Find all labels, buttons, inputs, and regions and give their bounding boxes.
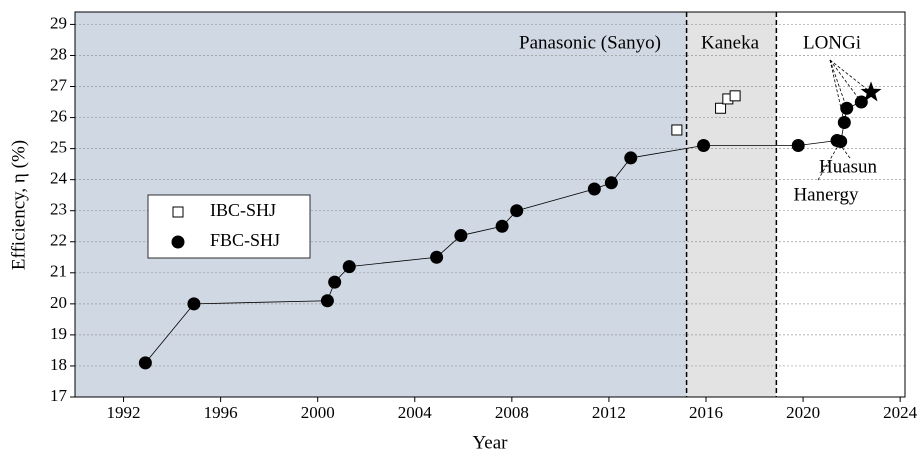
leader-line: [829, 59, 872, 93]
leader-line: [829, 59, 848, 109]
region-label: LONGi: [803, 32, 861, 53]
star-marker: [860, 81, 882, 102]
y-tick-label: 20: [50, 293, 67, 312]
marker: [320, 294, 334, 308]
plot-frame: [74, 11, 906, 398]
marker: [138, 356, 152, 370]
y-tick-label: 21: [50, 262, 67, 281]
y-tick-label: 29: [50, 13, 67, 32]
y-tick-label: 25: [50, 138, 67, 157]
marker: [791, 139, 805, 153]
y-tick-label: 27: [50, 75, 68, 94]
leader-line: [817, 141, 842, 181]
x-tick-label: 1996: [204, 403, 238, 422]
legend-marker: [172, 206, 184, 218]
y-tick-label: 24: [50, 169, 68, 188]
region-label: Panasonic (Sanyo): [519, 32, 661, 53]
x-tick-label: 1992: [107, 403, 141, 422]
marker: [604, 176, 618, 190]
marker: [587, 182, 601, 196]
legend-label: IBC-SHJ: [210, 200, 276, 220]
marker: [834, 134, 848, 148]
y-tick-label: 26: [50, 106, 67, 125]
x-tick-label: 2016: [689, 403, 723, 422]
x-tick-label: 2024: [883, 403, 918, 422]
x-axis-label: Year: [472, 432, 508, 453]
plot-content: Panasonic (Sanyo) Kaneka LONGi Huasun Hanerg…: [138, 12, 882, 397]
y-tick-label: 23: [50, 200, 67, 219]
x-tick-label: 2012: [592, 403, 626, 422]
region-label: Kaneka: [701, 32, 760, 53]
marker: [510, 204, 524, 218]
region: [776, 12, 905, 397]
annotation: Huasun: [819, 156, 878, 177]
marker: [328, 275, 342, 289]
leader-line: [829, 59, 862, 103]
y-tick-label: 18: [50, 355, 67, 374]
marker: [697, 139, 711, 153]
region: [686, 12, 777, 397]
marker: [840, 101, 854, 115]
marker: [454, 229, 468, 243]
annotation: Hanergy: [793, 184, 859, 205]
marker: [729, 90, 741, 102]
marker: [854, 95, 868, 109]
leader-line: [829, 59, 845, 123]
marker: [430, 250, 444, 264]
legend-label: FBC-SHJ: [210, 230, 280, 250]
y-tick-label: 28: [50, 44, 67, 63]
marker: [342, 260, 356, 274]
y-tick-label: 22: [50, 231, 67, 250]
y-tick-label: 19: [50, 324, 67, 343]
y-axis-label: Efficiency, η (%): [8, 140, 29, 270]
marker: [495, 219, 509, 233]
marker: [837, 116, 851, 130]
legend-marker: [171, 235, 185, 249]
marker: [624, 151, 638, 165]
y-tick-label: 17: [50, 386, 68, 405]
marker: [715, 102, 727, 114]
x-tick-label: 2000: [301, 403, 335, 422]
leader-line: [836, 140, 851, 159]
x-tick-label: 2008: [495, 403, 529, 422]
marker: [187, 297, 201, 311]
marker: [671, 124, 683, 136]
x-tick-label: 2004: [398, 403, 433, 422]
x-tick-label: 2020: [786, 403, 820, 422]
